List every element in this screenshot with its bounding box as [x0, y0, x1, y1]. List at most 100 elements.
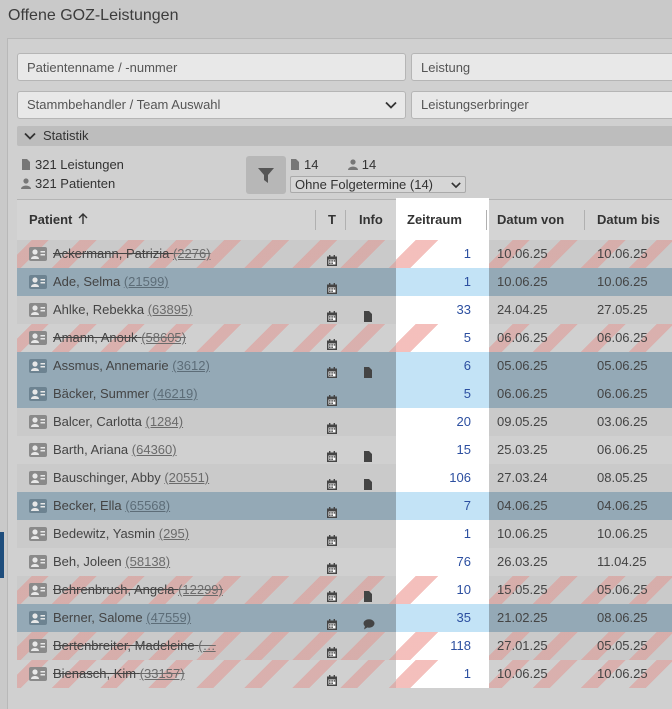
table-row[interactable]: Bäcker, Summer (46219) 5 06.06.25 06.06.25: [17, 380, 672, 408]
summary-patienten: 321 Patienten: [21, 176, 115, 191]
calendar-icon[interactable]: [327, 584, 337, 602]
folgetermine-select[interactable]: Ohne Folgetermine (14): [290, 176, 466, 193]
patient-card-icon[interactable]: [29, 667, 47, 681]
table-row[interactable]: Amann, Anouk (58605) 5 06.06.25 06.06.25: [17, 324, 672, 352]
table-row[interactable]: Bienasch, Kim (33157) 1 10.06.25 10.06.25: [17, 660, 672, 688]
patient-number-link[interactable]: (12299): [178, 582, 223, 597]
patient-number-link[interactable]: (33157): [139, 666, 185, 681]
patient-card-icon[interactable]: [29, 583, 47, 597]
patient-card-icon[interactable]: [29, 555, 47, 569]
calendar-icon[interactable]: [327, 360, 337, 378]
patient-number-link[interactable]: (…: [198, 638, 216, 653]
table-row[interactable]: Bauschinger, Abby (20551) 106 27.03.24 08.0…: [17, 464, 672, 492]
patient-card-icon[interactable]: [29, 499, 47, 513]
header-datum-von[interactable]: Datum von: [497, 212, 565, 227]
header-datum-bis[interactable]: Datum bis: [597, 212, 660, 227]
patient-card-icon[interactable]: [29, 275, 47, 289]
patient-number-link[interactable]: (46219): [152, 386, 198, 401]
patient-card-icon[interactable]: [29, 247, 47, 261]
calendar-icon[interactable]: [327, 332, 337, 350]
filter-button[interactable]: [246, 156, 286, 194]
patient-card-icon[interactable]: [29, 387, 47, 401]
document-icon[interactable]: [363, 472, 373, 490]
patient-number-link[interactable]: (47559): [146, 610, 192, 625]
comment-icon[interactable]: [363, 612, 375, 630]
calendar-icon[interactable]: [327, 668, 337, 686]
table-row[interactable]: Ade, Selma (21599) 1 10.06.25 10.06.25: [17, 268, 672, 296]
patient-name: Berner, Salome: [53, 610, 143, 625]
patient-name-cell: Barth, Ariana (64360): [53, 436, 177, 464]
patient-number-link[interactable]: (58605): [141, 330, 186, 345]
table-row[interactable]: Bedewitz, Yasmin (295) 1 10.06.25 10.06.25: [17, 520, 672, 548]
table-header: Patient T Info Zeitraum Datum von Datum …: [17, 198, 672, 241]
document-icon[interactable]: [363, 304, 373, 322]
patient-name-cell: Ahlke, Rebekka (63895): [53, 296, 193, 324]
header-t[interactable]: T: [328, 212, 336, 227]
calendar-icon[interactable]: [327, 444, 337, 462]
patient-card-icon[interactable]: [29, 443, 47, 457]
column-separator: [584, 210, 585, 230]
patient-card-icon[interactable]: [29, 527, 47, 541]
table-row[interactable]: Ahlke, Rebekka (63895) 33 24.04.25 27.05.25: [17, 296, 672, 324]
document-icon[interactable]: [363, 444, 373, 462]
table-row[interactable]: Bertenbreiter, Madeleine (… 118 27.01.25 05…: [17, 632, 672, 660]
patient-number-link[interactable]: (3612): [172, 358, 210, 373]
zeitraum-cell: 5: [396, 380, 489, 408]
table-row[interactable]: Barth, Ariana (64360) 15 25.03.25 06.06.25: [17, 436, 672, 464]
patient-name-cell: Bertenbreiter, Madeleine (…: [53, 632, 216, 660]
patient-number-link[interactable]: (20551): [164, 470, 210, 485]
calendar-icon[interactable]: [327, 248, 337, 266]
table-row[interactable]: Assmus, Annemarie (3612) 6 05.06.25 05.06.2…: [17, 352, 672, 380]
table-row[interactable]: Beh, Joleen (58138) 76 26.03.25 11.04.25: [17, 548, 672, 576]
stammbehandler-select[interactable]: Stammbehandler / Team Auswahl: [17, 91, 406, 119]
calendar-icon[interactable]: [327, 276, 337, 294]
calendar-icon[interactable]: [327, 388, 337, 406]
patient-card-icon[interactable]: [29, 303, 47, 317]
patient-card-icon[interactable]: [29, 639, 47, 653]
table-row[interactable]: Berner, Salome (47559) 35 21.02.25 08.06.25: [17, 604, 672, 632]
table-row[interactable]: Balcer, Carlotta (1284) 20 09.05.25 03.06.2…: [17, 408, 672, 436]
calendar-icon[interactable]: [327, 556, 337, 574]
calendar-icon[interactable]: [327, 416, 337, 434]
patient-number-link[interactable]: (21599): [123, 274, 169, 289]
calendar-icon[interactable]: [327, 472, 337, 490]
patient-search-input[interactable]: [17, 53, 406, 81]
leistungserbringer-select[interactable]: Leistungserbringer: [411, 91, 672, 119]
patient-card-icon[interactable]: [29, 331, 47, 345]
datum-bis-cell: 06.06.25: [597, 442, 648, 457]
patient-number-link[interactable]: (58138): [125, 554, 171, 569]
calendar-icon[interactable]: [327, 304, 337, 322]
document-icon[interactable]: [363, 584, 373, 602]
patient-number-link[interactable]: (63895): [147, 302, 193, 317]
calendar-icon[interactable]: [327, 500, 337, 518]
patient-card-icon[interactable]: [29, 415, 47, 429]
column-separator: [486, 210, 487, 230]
calendar-icon[interactable]: [327, 640, 337, 658]
patient-card-icon[interactable]: [29, 611, 47, 625]
datum-von-cell: 25.03.25: [497, 442, 548, 457]
zeitraum-cell: 35: [396, 604, 489, 632]
patient-name-cell: Bauschinger, Abby (20551): [53, 464, 209, 492]
header-patient[interactable]: Patient: [29, 200, 88, 240]
header-info[interactable]: Info: [359, 212, 383, 227]
document-icon[interactable]: [363, 360, 373, 378]
zeitraum-cell: 20: [396, 408, 489, 436]
stammbehandler-select-label: Stammbehandler / Team Auswahl: [27, 97, 221, 112]
table-row[interactable]: Becker, Ella (65568) 7 04.06.25 04.06.25: [17, 492, 672, 520]
patient-card-icon[interactable]: [29, 359, 47, 373]
patient-number-link[interactable]: (65568): [125, 498, 171, 513]
statistik-toggle[interactable]: Statistik: [17, 126, 672, 146]
patient-name: Ackermann, Patrizia: [53, 246, 170, 261]
patient-number-link[interactable]: (295): [158, 526, 190, 541]
patient-card-icon[interactable]: [29, 471, 47, 485]
table-row[interactable]: Behrenbruch, Angela (12299) 10 15.05.25 05.…: [17, 576, 672, 604]
patient-number-link[interactable]: (2276): [172, 246, 211, 261]
patient-number-link[interactable]: (1284): [145, 414, 184, 429]
table-row[interactable]: Ackermann, Patrizia (2276) 1 10.06.25 10.06…: [17, 240, 672, 268]
header-zeitraum[interactable]: Zeitraum: [396, 198, 489, 241]
calendar-icon[interactable]: [327, 528, 337, 546]
calendar-icon[interactable]: [327, 612, 337, 630]
leistungserbringer-select-label: Leistungserbringer: [421, 97, 529, 112]
leistung-search-input[interactable]: [411, 53, 672, 81]
patient-number-link[interactable]: (64360): [131, 442, 177, 457]
